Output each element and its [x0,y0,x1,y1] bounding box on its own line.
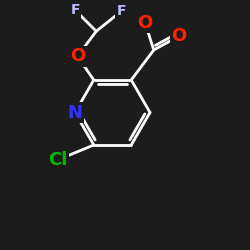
Text: F: F [116,4,126,18]
Text: F: F [70,3,80,17]
Text: Cl: Cl [48,151,67,169]
Text: O: O [70,47,85,65]
Text: O: O [138,14,152,32]
Text: O: O [171,27,186,45]
Text: N: N [68,104,82,122]
